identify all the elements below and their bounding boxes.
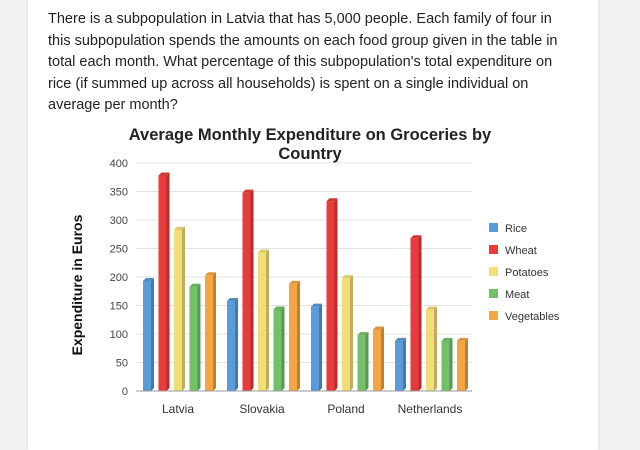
y-tick-label: 250 <box>110 244 128 256</box>
bar-top-face <box>258 249 269 253</box>
legend-label-vegetables: Vegetables <box>505 311 560 323</box>
bar-chart: 0 50 100 150 200 250 300 350 400 Latvia Slovakia P… <box>110 158 560 416</box>
bar-potatoes-slovakia <box>258 252 266 391</box>
bar-side-face <box>166 172 170 391</box>
bar-top-face <box>311 303 322 307</box>
bar-side-face <box>449 337 453 391</box>
bar-wheat-netherlands <box>410 238 419 391</box>
y-tick-label: 300 <box>110 215 128 227</box>
bar-side-face <box>381 326 384 391</box>
bar-wheat-poland <box>326 201 335 391</box>
y-tick-label: 150 <box>110 301 128 313</box>
bar-rice-slovakia <box>227 300 235 391</box>
bar-rice-netherlands <box>395 340 403 391</box>
bar-top-face <box>158 172 170 176</box>
bar-top-face <box>227 297 238 301</box>
bar-side-face <box>297 280 300 391</box>
legend-swatch-potatoes <box>489 267 498 276</box>
y-tick-label: 200 <box>110 272 128 284</box>
bar-side-face <box>281 306 285 391</box>
bar-potatoes-latvia <box>174 229 182 391</box>
bar-side-face <box>266 249 269 391</box>
bar-top-face <box>189 283 201 287</box>
bar-side-face <box>434 306 437 391</box>
bar-meat-poland <box>357 335 366 391</box>
bar-top-face <box>326 198 338 202</box>
y-tick-label: 350 <box>110 187 128 199</box>
x-category-label: Poland <box>327 402 364 416</box>
bar-top-face <box>357 332 369 336</box>
x-category-label: Latvia <box>162 402 194 416</box>
y-tick-label: 400 <box>110 158 128 170</box>
grid-lines <box>136 162 472 363</box>
bar-potatoes-netherlands <box>426 309 434 391</box>
y-tick-label: 50 <box>116 358 128 370</box>
y-axis-ticks: 0 50 100 150 200 250 300 350 400 <box>110 158 128 398</box>
bar-top-face <box>426 306 437 310</box>
y-tick-label: 100 <box>110 329 128 341</box>
x-axis-categories: Latvia Slovakia Poland Netherlands <box>162 402 462 416</box>
bar-meat-latvia <box>189 286 198 391</box>
bar-top-face <box>242 189 254 193</box>
bar-side-face <box>350 275 353 391</box>
bar-top-face <box>410 235 422 239</box>
bar-side-face <box>403 337 406 391</box>
bar-top-face <box>395 337 406 341</box>
bar-side-face <box>197 283 201 391</box>
bar-side-face <box>235 297 238 391</box>
question-text: There is a subpopulation in Latvia that … <box>48 11 558 113</box>
bar-top-face <box>457 337 468 341</box>
bar-side-face <box>182 226 185 391</box>
bar-potatoes-poland <box>342 278 350 391</box>
bar-top-face <box>289 280 300 284</box>
bar-wheat-slovakia <box>242 192 251 391</box>
y-tick-label: 0 <box>122 386 128 398</box>
bar-top-face <box>342 275 353 279</box>
legend-swatch-wheat <box>489 245 498 254</box>
bar-top-face <box>143 277 154 281</box>
bar-top-face <box>174 226 185 230</box>
bar-rice-poland <box>311 306 319 391</box>
bar-rice-latvia <box>143 280 151 391</box>
bar-meat-netherlands <box>441 340 450 391</box>
bar-meat-slovakia <box>273 309 282 391</box>
legend-swatch-meat <box>489 289 498 298</box>
bar-side-face <box>250 189 254 391</box>
bar-side-face <box>365 332 369 391</box>
bar-wheat-latvia <box>158 175 167 391</box>
bar-vegetables-poland <box>373 329 381 391</box>
bar-vegetables-latvia <box>205 275 213 391</box>
legend-label-potatoes: Potatoes <box>505 267 549 279</box>
bar-top-face <box>273 306 285 310</box>
legend-swatch-rice <box>489 223 498 232</box>
bar-side-face <box>334 198 338 391</box>
x-category-label: Netherlands <box>398 402 463 416</box>
bar-top-face <box>441 337 453 341</box>
bar-side-face <box>151 277 154 391</box>
bar-top-face <box>205 272 216 276</box>
legend-label-rice: Rice <box>505 223 527 235</box>
bar-vegetables-slovakia <box>289 283 297 391</box>
bar-side-face <box>213 272 216 391</box>
bar-top-face <box>373 326 384 330</box>
chart-title: Average Monthly Expenditure on Groceries… <box>128 126 492 163</box>
bars <box>143 172 468 391</box>
bar-vegetables-netherlands <box>457 340 465 391</box>
legend: Rice Wheat Potatoes Meat Vegetables <box>489 223 560 323</box>
legend-label-meat: Meat <box>505 289 529 301</box>
legend-swatch-vegetables <box>489 311 498 320</box>
bar-side-face <box>418 235 422 391</box>
bar-side-face <box>465 337 468 391</box>
x-category-label: Slovakia <box>239 402 285 416</box>
legend-label-wheat: Wheat <box>505 245 537 257</box>
bar-side-face <box>319 303 322 391</box>
